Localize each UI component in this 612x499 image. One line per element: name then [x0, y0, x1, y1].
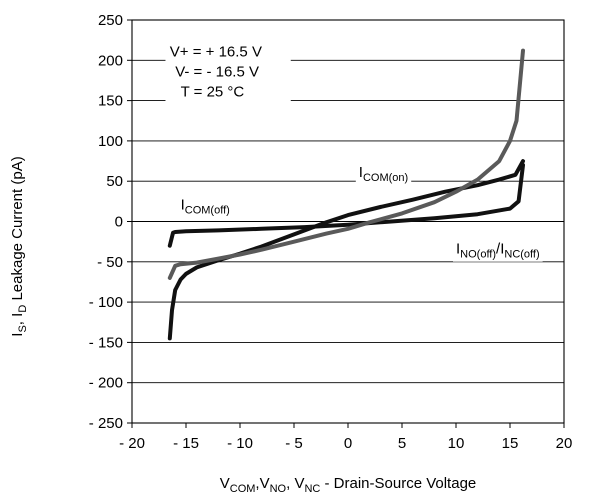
x-tick-label: - 15 [173, 435, 199, 452]
condition-line-2: T = 25 °C [181, 83, 245, 100]
x-axis-label-part-6: - Drain-Source Voltage [320, 475, 476, 492]
series-label-1-part-0: I [359, 164, 363, 181]
series-line-0 [167, 163, 525, 248]
condition-line-1: V- = - 16.5 V [175, 63, 259, 80]
x-axis-label-part-2: ,V [255, 475, 269, 492]
series-line-1 [167, 159, 525, 341]
x-tick-label: 15 [502, 435, 519, 452]
condition-line-0: V+ = + 16.5 V [170, 43, 262, 60]
series-label-2-part-0: I [456, 241, 460, 258]
series-label-1-part-1: COM(on) [363, 172, 408, 184]
series-line-2 [167, 48, 525, 280]
y-tick-label: - 250 [89, 415, 123, 432]
y-tick-label: 100 [98, 133, 123, 150]
y-axis-label-group: IS, ID Leakage Current (pA) [9, 156, 29, 336]
series-label-2-part-3: NC(off) [504, 249, 539, 261]
y-tick-label: - 200 [89, 375, 123, 392]
x-axis-label-part-3: NO [270, 483, 287, 495]
series-label-0-part-1: COM(off) [185, 204, 230, 216]
y-tick-label: 50 [106, 173, 123, 190]
plot-frame [131, 19, 565, 424]
y-tick-label: 150 [98, 93, 123, 110]
y-axis-label-part-3: D [17, 305, 29, 313]
x-axis-label: VCOM,VNO, VNC - Drain-Source Voltage [220, 475, 477, 495]
grid-lines [127, 19, 565, 428]
x-tick-label: - 10 [227, 435, 253, 452]
series-label-2: INO(off)/INC(off) [456, 241, 540, 261]
x-axis-label-part-0: V [220, 475, 230, 492]
y-tick-label: - 50 [97, 254, 123, 271]
series-label-2-part-1: NO(off) [460, 249, 496, 261]
series-lines [167, 48, 525, 341]
y-axis-label-part-2: , I [9, 313, 26, 326]
y-axis-label: IS, ID Leakage Current (pA) [9, 156, 29, 336]
x-tick-label: 5 [398, 435, 406, 452]
x-axis-label-part-5: NC [304, 483, 320, 495]
y-axis-label-part-4: Leakage Current (pA) [9, 156, 26, 304]
y-axis-label-part-0: I [9, 333, 26, 337]
y-tick-label: 250 [98, 12, 123, 29]
plot-border [131, 19, 565, 424]
x-tick-label: - 20 [119, 435, 145, 452]
y-tick-label: - 150 [89, 334, 123, 351]
y-axis-label-part-1: S [17, 325, 29, 332]
x-axis-label-part-1: COM [230, 483, 256, 495]
x-tick-label: 20 [556, 435, 573, 452]
annotations: V+ = + 16.5 VV- = - 16.5 VT = 25 °CICOM(… [165, 29, 543, 262]
x-tick-label: 0 [344, 435, 352, 452]
y-tick-label: 200 [98, 52, 123, 69]
series-label-bg-2 [453, 239, 543, 262]
series-label-bg-0 [177, 195, 233, 218]
x-tick-label: - 5 [285, 435, 303, 452]
series-label-bg-1 [355, 163, 412, 186]
series-label-0: ICOM(off) [181, 196, 230, 216]
x-tick-label: 10 [448, 435, 465, 452]
x-axis-label-part-4: , V [286, 475, 304, 492]
y-tick-label: - 100 [89, 294, 123, 311]
series-label-2-part-2: /I [496, 241, 504, 258]
series-label-0-part-0: I [181, 196, 185, 213]
conditions-box [165, 29, 291, 104]
axis-labels: VCOM,VNO, VNC - Drain-Source VoltageIS, … [9, 156, 476, 495]
y-tick-label: 0 [115, 214, 123, 231]
tick-labels: - 250- 200- 150- 100- 50050100150200250-… [89, 12, 573, 452]
series-label-1: ICOM(on) [359, 164, 408, 184]
